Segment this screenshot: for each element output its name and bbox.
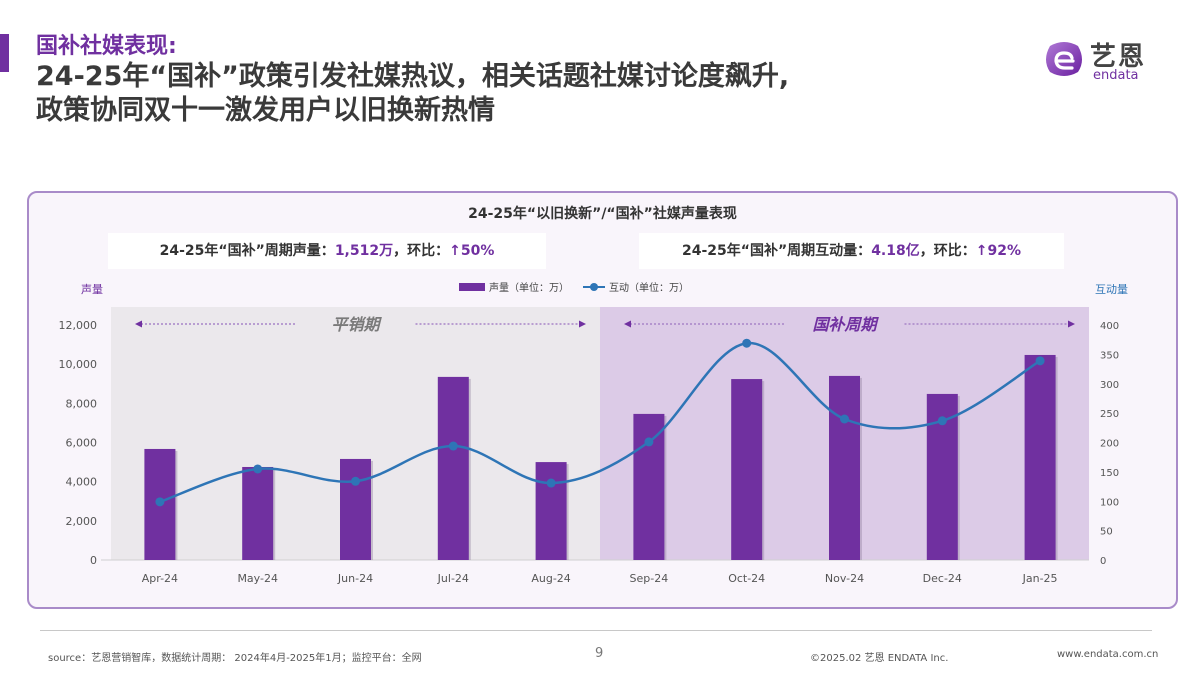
line-point-Jul-24: [448, 441, 458, 451]
line-point-Jan-25: [1035, 356, 1045, 366]
legend-volume-label: 声量（单位：万）: [489, 283, 569, 294]
endata-logo-icon: [1046, 42, 1082, 76]
kpi-volume-sep: ，环比：: [393, 243, 450, 259]
bar-Oct-24: [731, 379, 763, 560]
right-axis-title: 互动量: [1095, 283, 1128, 296]
bar-Nov-24: [829, 375, 860, 560]
kpi-interaction: 24-25年“国补”周期互动量：4.18亿，环比：↑92%: [639, 233, 1064, 269]
line-point-Jun-24: [351, 476, 360, 486]
footer-divider: [40, 630, 1152, 631]
x-axis-tick: Aug-24: [531, 572, 570, 585]
x-axis-tick: Apr-24: [142, 572, 178, 585]
region-label: 平销期: [331, 315, 382, 334]
bar-Sep-24: [633, 413, 665, 560]
left-axis-tick: 2,000: [66, 515, 98, 528]
chart-title: 24-25年“以旧换新”/“国补”社媒声量表现: [468, 206, 737, 222]
right-axis-tick: 100: [1100, 497, 1119, 508]
arrow-right-icon: [579, 320, 586, 328]
combo-chart: 平销期 国补周期 0 2,000 4,000 6,000 8,000 10,000 12,000…: [59, 307, 1119, 585]
right-axis-tick: 200: [1100, 439, 1119, 450]
line-point-May-24: [253, 464, 263, 474]
x-axis-tick: Jun-24: [337, 572, 373, 585]
kpi-interaction-value: 4.18亿: [871, 243, 920, 259]
bar-May-24: [242, 466, 274, 560]
x-axis-tick: May-24: [237, 572, 278, 585]
right-axis-tick: 350: [1100, 350, 1119, 361]
kpi-interaction-sep: ，环比：: [919, 243, 976, 259]
line-point-Oct-24: [742, 338, 752, 348]
arrow-left-icon: [135, 320, 142, 328]
bar-Jan-25: [1024, 354, 1056, 560]
left-axis-tick: 10,000: [59, 358, 98, 371]
legend-bar-swatch: [459, 282, 485, 291]
kpi-volume-value: 1,512万: [334, 243, 394, 259]
kpi-volume-change: ↑50%: [449, 243, 495, 259]
left-axis-title: 声量: [81, 283, 103, 296]
x-axis-tick: Oct-24: [728, 572, 765, 585]
interaction-line: [159, 341, 1041, 504]
right-axis-tick: 0: [1100, 556, 1106, 567]
line-point-Sep-24: [644, 437, 654, 447]
legend-item-interaction: 互动（单位：万）: [583, 279, 689, 294]
footer-copyright: ©2025.02 艺恩 ENDATA Inc.: [810, 653, 949, 664]
left-axis-tick: 0: [90, 554, 97, 567]
bar-Jul-24: [437, 376, 469, 560]
chart-panel: 24-25年“以旧换新”/“国补”社媒声量表现 24-25年“国补”周期声量：1…: [27, 191, 1178, 609]
left-axis-tick: 4,000: [66, 476, 98, 489]
x-axis-tick: Nov-24: [825, 572, 864, 585]
line-point-Nov-24: [840, 414, 849, 424]
x-axis-tick: Jan-25: [1022, 572, 1058, 585]
logo-text-en: endata: [1093, 68, 1139, 83]
line-point-Apr-24: [155, 497, 165, 507]
accent-bar: [0, 34, 9, 72]
legend-interaction-label: 互动（单位：万）: [609, 283, 689, 294]
right-axis-tick: 300: [1100, 380, 1119, 391]
right-axis-tick: 250: [1100, 409, 1119, 420]
x-axis-tick: Dec-24: [923, 572, 962, 585]
line-point-Dec-24: [937, 416, 947, 426]
logo-text-cn: 艺恩: [1090, 42, 1147, 72]
page-number: 9: [595, 646, 604, 661]
page-title: 24-25年“国补”政策引发社媒热议，相关话题社媒讨论度飙升, 政策协同双十一激…: [36, 60, 1046, 128]
kpi-interaction-change: ↑92%: [975, 243, 1021, 259]
x-axis-tick: Jul-24: [437, 572, 469, 585]
title-line-1: 24-25年“国补”政策引发社媒热议，相关话题社媒讨论度飙升,: [36, 61, 790, 92]
arrow-left-icon: [624, 320, 631, 328]
kpi-volume-label: 24-25年“国补”周期声量：: [159, 243, 335, 259]
left-axis-tick: 12,000: [59, 319, 98, 332]
footer-source: source：艺恩营销智库，数据统计周期： 2024年4月-2025年1月；监控…: [48, 653, 422, 664]
legend-line-swatch: [583, 282, 605, 291]
kpi-volume: 24-25年“国补”周期声量：1,512万，环比：↑50%: [108, 233, 546, 269]
right-axis-tick: 50: [1100, 527, 1113, 538]
region-label: 国补周期: [812, 315, 879, 334]
line-point-Aug-24: [546, 478, 556, 488]
footer-website: www.endata.com.cn: [1057, 649, 1159, 660]
chart-legend: 声量（单位：万） 互动（单位：万）: [459, 279, 689, 294]
title-line-2: 政策协同双十一激发用户以旧换新热情: [36, 95, 495, 126]
x-axis-tick: Sep-24: [630, 572, 669, 585]
bar-Aug-24: [535, 462, 567, 560]
left-axis-tick: 8,000: [66, 397, 98, 410]
right-axis-tick: 150: [1100, 468, 1119, 479]
section-tag: 国补社媒表现:: [36, 34, 177, 59]
legend-item-volume: 声量（单位：万）: [459, 279, 569, 294]
right-axis-tick: 400: [1100, 321, 1119, 332]
arrow-right-icon: [1068, 320, 1075, 328]
bar-Jun-24: [340, 458, 371, 560]
endata-logo: 艺恩 endata: [1044, 36, 1174, 86]
left-axis-tick: 6,000: [66, 437, 98, 450]
kpi-interaction-label: 24-25年“国补”周期互动量：: [682, 243, 872, 259]
